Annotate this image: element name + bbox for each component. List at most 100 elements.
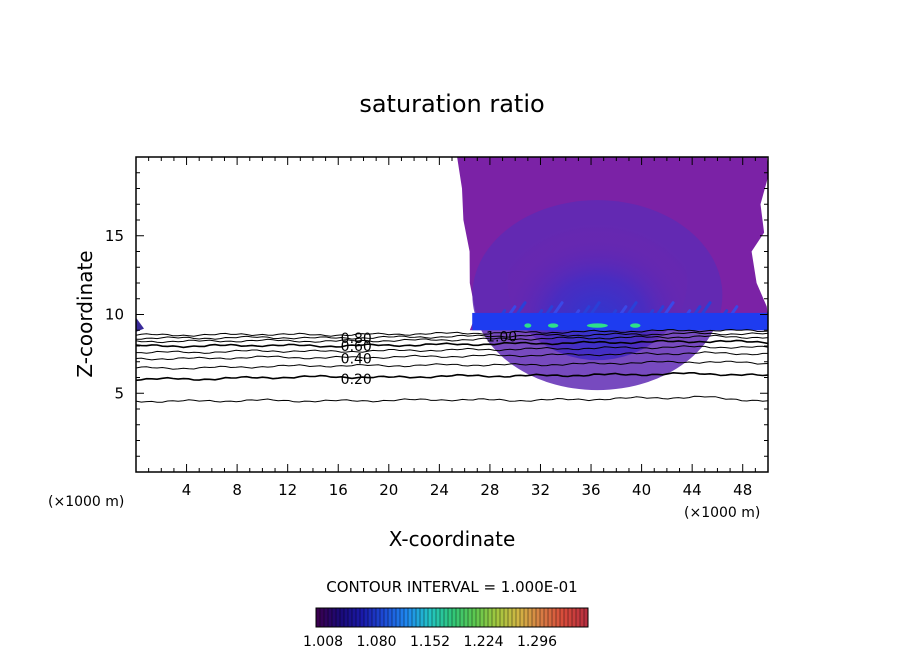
- x-unit-label: (×1000 m): [684, 505, 760, 521]
- colorbar-strip: [367, 607, 373, 628]
- contour-interval: CONTOUR INTERVAL = 1.000E-01: [326, 578, 577, 596]
- colorbar-frame: [315, 607, 589, 628]
- highlight-spot: [524, 323, 532, 328]
- colorbar-strip: [439, 607, 445, 628]
- colorbar-strip: [567, 607, 573, 628]
- colorbar-strip: [423, 607, 429, 628]
- colorbar-strip: [391, 607, 397, 628]
- left-edge-region: [136, 317, 144, 332]
- colorbar-strip: [319, 607, 325, 628]
- colorbar-strip: [339, 607, 345, 628]
- contour-labels: 0.800.600.40 0.20 1.00: [341, 330, 518, 389]
- colorbar-strip: [471, 607, 477, 628]
- colorbar-strip: [539, 607, 545, 628]
- colorbar-strip: [387, 607, 393, 628]
- contour-line: [136, 339, 768, 349]
- colorbar-strip: [375, 607, 381, 628]
- contour-line: [136, 371, 768, 382]
- colorbar-strip: [427, 607, 433, 628]
- x-tick-label: 36: [581, 481, 600, 499]
- colorbar-strip: [475, 607, 481, 628]
- colorbar-strip: [435, 607, 441, 628]
- colorbar: [315, 607, 589, 628]
- colorbar-strip: [355, 607, 361, 628]
- x-tick-label: 32: [531, 481, 550, 499]
- x-tick-label: 24: [430, 481, 449, 499]
- colorbar-strip: [479, 607, 485, 628]
- colorbar-tick-label: 1.224: [463, 634, 503, 650]
- colorbar-strip: [407, 607, 413, 628]
- x-tick-label: 4: [182, 481, 192, 499]
- colorbar-strip: [403, 607, 409, 628]
- colorbar-tick-label: 1.008: [303, 634, 343, 650]
- colorbar-tick-labels: 1.008 1.080 1.152 1.224 1.296: [303, 634, 557, 650]
- highlight-spot: [630, 323, 641, 328]
- colorbar-strip: [551, 607, 557, 628]
- colorbar-strip: [547, 607, 553, 628]
- colorbar-strip: [331, 607, 337, 628]
- plot-area: 0.800.600.40 0.20 1.00: [136, 157, 768, 403]
- colorbar-strip: [347, 607, 353, 628]
- colorbar-strip: [527, 607, 533, 628]
- contour-label: 0.60: [341, 339, 372, 355]
- colorbar-tick-label: 1.152: [410, 634, 450, 650]
- x-tick-label: 16: [329, 481, 348, 499]
- contour-line: [136, 351, 768, 361]
- x-tick-label: 44: [683, 481, 702, 499]
- x-tick-label: 48: [733, 481, 752, 499]
- colorbar-strip: [395, 607, 401, 628]
- colorbar-strip: [555, 607, 561, 628]
- y-tick-label: 15: [105, 227, 124, 245]
- colorbar-strip: [335, 607, 341, 628]
- colorbar-tick-label: 1.080: [356, 634, 396, 650]
- colorbar-strip: [499, 607, 505, 628]
- y-unit-label: (×1000 m): [48, 494, 124, 510]
- cloud-base-highlights: [524, 323, 641, 328]
- colorbar-strip: [443, 607, 449, 628]
- colorbar-strip: [571, 607, 577, 628]
- colorbar-strip: [575, 607, 581, 628]
- colorbar-strip: [563, 607, 569, 628]
- colorbar-strip: [351, 607, 357, 628]
- y-tick-label: 5: [114, 384, 124, 402]
- colorbar-strip: [523, 607, 529, 628]
- colorbar-strip: [411, 607, 417, 628]
- colorbar-strip: [447, 607, 453, 628]
- colorbar-strip: [343, 607, 349, 628]
- colorbar-tick-label: 1.296: [517, 634, 557, 650]
- chart-title: saturation ratio: [359, 90, 544, 118]
- x-tick-label: 40: [632, 481, 651, 499]
- highlight-spot: [586, 323, 608, 328]
- colorbar-strip: [415, 607, 421, 628]
- colorbar-strip: [327, 607, 333, 628]
- contour-line: [136, 334, 768, 344]
- contour-line: [136, 360, 768, 370]
- x-tick-labels: 4 8 12 16 20 24 28 32 36 40 44 48: [182, 481, 752, 499]
- colorbar-strip: [399, 607, 405, 628]
- colorbar-strip: [519, 607, 525, 628]
- colorbar-strip: [535, 607, 541, 628]
- contour-line: [136, 395, 768, 403]
- y-axis-label: Z-coordinate: [73, 250, 97, 377]
- colorbar-strip: [515, 607, 521, 628]
- colorbar-strip: [383, 607, 389, 628]
- colorbar-strip: [503, 607, 509, 628]
- colorbar-strip: [371, 607, 377, 628]
- contour-label: 0.40: [341, 352, 372, 368]
- colorbar-strip: [455, 607, 461, 628]
- colorbar-strip: [487, 607, 493, 628]
- colorbar-strip: [559, 607, 565, 628]
- colorbar-strip: [451, 607, 457, 628]
- colorbar-strip: [491, 607, 497, 628]
- x-tick-label: 8: [232, 481, 242, 499]
- contour-label: 0.20: [341, 372, 372, 388]
- x-tick-label: 20: [379, 481, 398, 499]
- colorbar-strip: [459, 607, 465, 628]
- colorbar-strip: [579, 607, 585, 628]
- y-tick-label: 10: [105, 306, 124, 324]
- colorbar-strip: [495, 607, 501, 628]
- contour-line: [136, 331, 768, 340]
- x-axis-label: X-coordinate: [389, 527, 516, 551]
- contour-label: 1.00: [486, 330, 517, 346]
